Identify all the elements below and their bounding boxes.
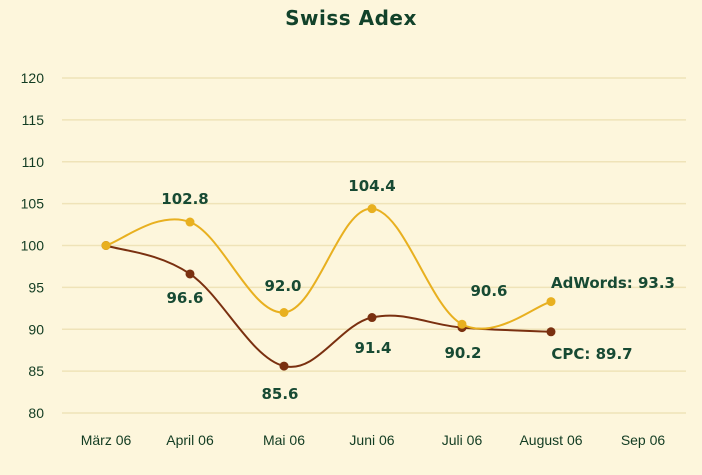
data-point-marker [367,204,377,214]
data-label: CPC: 89.7 [551,345,632,363]
data-point-marker [279,308,289,317]
data-labels: 102.8 96.6 92.0 85.6 104.4 91.4 90.6 90.2 AdWord… [161,177,675,403]
y-tick-label: 115 [22,112,45,128]
data-label: 102.8 [161,190,208,208]
data-label: 92.0 [264,277,301,295]
x-tick-label: Mai 06 [263,432,305,448]
series-adwords [101,204,556,330]
y-tick-label: 105 [21,196,45,212]
data-point-marker [367,313,377,323]
data-label: 104.4 [348,177,395,195]
data-point-marker [185,269,195,279]
data-point-marker [101,241,111,250]
y-tick-label: 120 [21,70,45,86]
data-point-marker [546,297,556,307]
data-label: 90.6 [470,282,507,300]
data-point-marker [457,319,467,329]
x-axis: März 06 April 06 Mai 06 Juni 06 Juli 06 Augus… [81,432,666,448]
data-point-marker [185,217,195,227]
y-tick-label: 85 [28,363,44,379]
y-tick-label: 80 [28,405,44,421]
gridlines [62,77,686,414]
chart-title: Swiss Adex [285,6,417,30]
x-tick-label: Juli 06 [442,432,483,448]
data-point-marker [279,361,289,371]
data-point-marker [546,327,556,337]
y-axis: 120 115 110 105 100 95 90 85 80 [21,70,45,421]
data-label: 90.2 [444,344,481,362]
y-tick-label: 90 [28,321,44,337]
x-tick-label: April 06 [166,432,214,448]
x-tick-label: Sep 06 [621,432,666,448]
y-tick-label: 100 [21,238,45,254]
data-label: 91.4 [354,339,391,357]
x-tick-label: August 06 [519,432,582,448]
y-tick-label: 95 [28,279,44,295]
x-tick-label: März 06 [81,432,132,448]
data-label: AdWords: 93.3 [551,274,675,292]
y-tick-label: 110 [22,154,45,170]
series-line [105,207,552,330]
data-label: 96.6 [166,289,203,307]
data-label: 85.6 [261,385,298,403]
x-tick-label: Juni 06 [349,432,394,448]
